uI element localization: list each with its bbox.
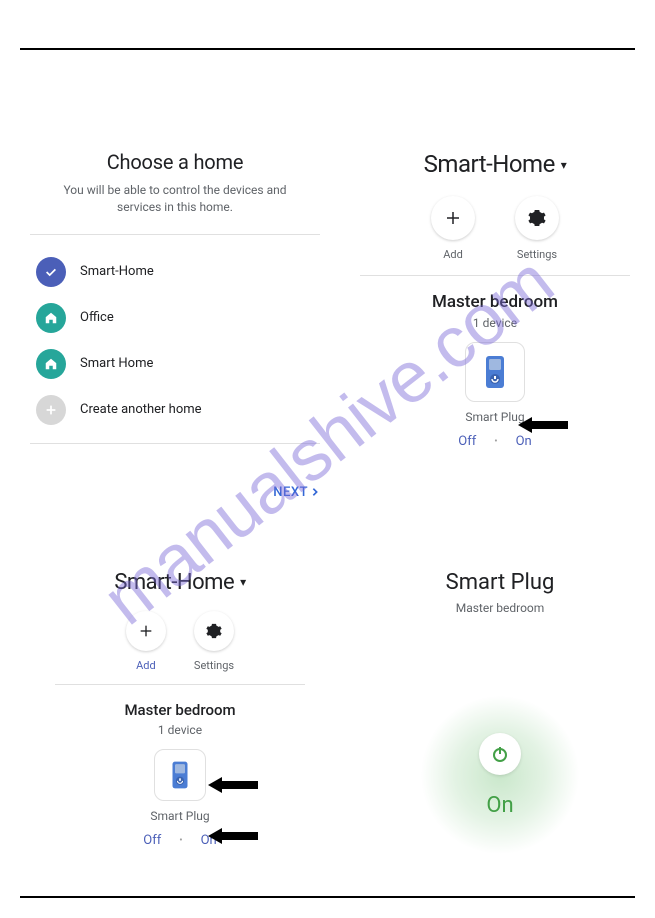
device-count: 1 device [55,723,305,737]
choose-home-subtitle: You will be able to control the devices … [30,182,320,216]
rule-top [20,48,635,50]
device-card[interactable] [154,749,206,801]
choose-home-panel: Choose a home You will be able to contro… [30,150,320,458]
action-row: Add Settings [360,196,630,261]
on-button[interactable]: On [516,434,532,449]
plus-icon [126,611,166,651]
gear-icon [515,196,559,240]
arrow-icon [208,826,258,846]
power-control: On [420,695,580,855]
plus-icon [36,395,66,425]
home-screen-panel-small: Smart-Home▾ Add Settings Master bedroom … [55,570,305,848]
arrow-icon [208,775,258,795]
next-button-label: NEXT [273,485,308,500]
choose-home-title: Choose a home [30,150,320,174]
settings-label: Settings [194,659,234,672]
gear-icon [194,611,234,651]
device-name: Smart Plug [360,410,630,424]
device-count: 1 device [360,316,630,330]
off-button[interactable]: Off [143,833,161,848]
power-state: On [486,793,513,818]
home-icon [36,349,66,379]
home-title[interactable]: Smart-Home ▾ [55,570,305,595]
home-option[interactable]: Smart-Home [30,249,320,295]
home-icon [36,303,66,333]
separator-dot: • [494,436,497,447]
home-title-text: Smart-Home [114,570,234,595]
create-home-option[interactable]: Create another home [30,387,320,433]
chevron-down-icon: ▾ [240,575,246,589]
rule-bottom [20,896,635,898]
settings-label: Settings [517,248,557,261]
home-option-label: Create another home [80,402,202,417]
divider [30,443,320,444]
home-title[interactable]: Smart-Home ▾ [360,150,630,178]
next-button[interactable]: NEXT [273,485,320,500]
plug-room: Master bedroom [390,601,610,615]
on-off-row: Off • On [360,434,630,449]
smart-plug-icon [482,354,508,390]
home-screen-panel: Smart-Home▾ Add Settings Master bedroom … [360,150,630,449]
home-option-label: Office [80,310,114,325]
check-icon [36,257,66,287]
home-option[interactable]: Office [30,295,320,341]
divider [360,275,630,276]
plus-icon [431,196,475,240]
home-option-label: Smart Home [80,356,153,371]
power-button[interactable] [479,733,521,775]
device-name: Smart Plug [55,809,305,823]
action-row: Add Settings [55,611,305,672]
divider [55,684,305,685]
add-button[interactable]: Add [431,196,475,261]
chevron-down-icon: ▾ [561,158,567,172]
smart-plug-icon [169,760,191,790]
off-button[interactable]: Off [458,434,476,449]
plug-title: Smart Plug [390,570,610,595]
arrow-icon [518,415,568,435]
settings-button[interactable]: Settings [194,611,234,672]
on-off-row: Off • On [55,833,305,848]
add-button[interactable]: Add [126,611,166,672]
plug-detail-panel: Smart Plug Master bedroom On [390,570,610,855]
add-label: Add [136,659,156,672]
home-option-label: Smart-Home [80,264,154,279]
home-title-text: Smart-Home [424,150,555,178]
settings-button[interactable]: Settings [515,196,559,261]
add-label: Add [443,248,463,261]
power-glow [420,695,580,855]
divider [30,234,320,235]
room-title: Master bedroom [55,701,305,719]
separator-dot: • [179,835,182,846]
room-title: Master bedroom [360,292,630,312]
home-option[interactable]: Smart Home [30,341,320,387]
device-card[interactable] [465,342,525,402]
